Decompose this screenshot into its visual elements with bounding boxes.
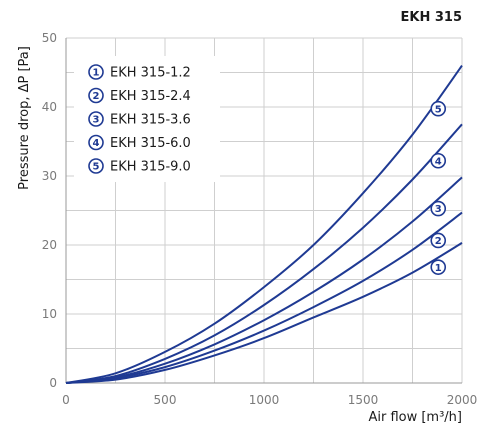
series-line-1 [65,242,463,384]
curve-marker-label: 2 [435,236,442,247]
y-tick-label: 10 [42,307,57,321]
curve-marker-4 [430,152,447,169]
legend-marker-label: 1 [93,68,100,79]
x-tick-label: 1500 [348,393,379,407]
curve-marker-1 [430,259,447,275]
curve-marker-label: 1 [435,263,442,274]
x-tick-label: 0 [62,393,70,407]
curve-marker-label: 3 [435,204,442,215]
legend-entry-5: EKH 315-9.0 [110,160,191,175]
legend-marker-5 [88,158,104,174]
curves [65,65,463,384]
y-tick-label: 40 [42,100,57,114]
x-tick-label: 2000 [447,393,478,407]
curve-marker-5 [430,100,447,117]
legend-entry-3: EKH 315-3.6 [110,113,191,128]
x-axis-label: Air flow [m³/h] [368,410,462,425]
legend-entry-2: EKH 315-2.4 [110,89,191,104]
curve-marker-3 [430,200,447,217]
series-line-5 [65,65,463,384]
legend-marker-1 [88,64,104,80]
legend-marker-label: 2 [93,91,100,102]
legend-marker-3 [88,111,104,127]
legend-marker-4 [88,134,104,151]
y-tick-label: 30 [42,169,57,183]
legend-entry-1: EKH 315-1.2 [110,66,191,81]
chart-title: EKH 315 [401,10,463,25]
curve-marker-2 [430,232,447,249]
grid [65,37,463,384]
legend-entry-4: EKH 315-6.0 [110,136,191,151]
legend-marker-label: 5 [93,162,100,173]
legend-marker-2 [88,87,104,104]
legend-marker-label: 3 [93,115,100,126]
curve-markers: 1 2 3 4 5 [430,100,447,275]
y-tick-label: 0 [49,376,57,390]
y-axis-label: Pressure drop, ΔP [Pa] [17,46,32,190]
series-line-2 [65,211,463,384]
legend-marker-label: 4 [93,138,100,149]
y-tick-label: 20 [42,238,57,252]
x-tick-label: 500 [154,393,177,407]
series-line-3 [65,176,463,384]
x-tick-label: 1000 [249,393,280,407]
curve-marker-label: 4 [435,156,442,167]
y-tick-label: 50 [42,31,57,45]
series-line-4 [65,123,463,384]
legend: 1 EKH 315-1.2 2 EKH 315-2.4 3 EKH 315-3.6 4 EKH… [74,56,220,182]
curve-marker-label: 5 [435,104,442,115]
axes: 0 500 1000 1500 2000 0 10 20 30 40 50 [42,31,478,407]
